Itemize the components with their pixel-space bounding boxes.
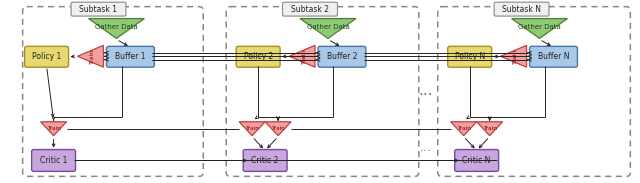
FancyBboxPatch shape: [243, 150, 287, 171]
FancyBboxPatch shape: [448, 46, 492, 67]
FancyBboxPatch shape: [25, 46, 68, 67]
Text: Policy N: Policy N: [454, 52, 484, 61]
Text: ...: ...: [420, 141, 432, 154]
Text: Train: Train: [271, 126, 285, 130]
Text: Buffer 2: Buffer 2: [326, 52, 357, 61]
FancyBboxPatch shape: [494, 2, 549, 16]
Polygon shape: [40, 122, 67, 136]
Text: Gather Data: Gather Data: [307, 25, 349, 31]
Polygon shape: [451, 122, 477, 136]
Text: Gather Data: Gather Data: [95, 25, 138, 31]
Polygon shape: [300, 18, 356, 38]
Text: ...: ...: [419, 83, 433, 98]
Text: Train: Train: [245, 126, 259, 130]
Polygon shape: [239, 122, 265, 136]
Polygon shape: [88, 18, 145, 38]
Polygon shape: [265, 122, 291, 136]
Polygon shape: [289, 45, 315, 67]
Text: Train: Train: [513, 49, 518, 64]
Text: Subtask N: Subtask N: [502, 5, 541, 14]
Text: Train: Train: [457, 126, 470, 130]
Text: Critic 1: Critic 1: [40, 156, 67, 165]
FancyBboxPatch shape: [454, 150, 499, 171]
Text: Train: Train: [47, 126, 61, 130]
Polygon shape: [477, 122, 502, 136]
Text: Buffer 1: Buffer 1: [115, 52, 146, 61]
Text: Policy 2: Policy 2: [243, 52, 273, 61]
Text: Policy 1: Policy 1: [32, 52, 61, 61]
Text: Critic N: Critic N: [463, 156, 491, 165]
FancyBboxPatch shape: [318, 46, 366, 67]
Polygon shape: [500, 45, 527, 67]
Text: Subtask 1: Subtask 1: [79, 5, 118, 14]
Text: Train: Train: [301, 49, 307, 64]
Polygon shape: [77, 45, 104, 67]
FancyBboxPatch shape: [236, 46, 280, 67]
Text: Gather Data: Gather Data: [518, 25, 561, 31]
Text: Train: Train: [483, 126, 497, 130]
Text: Critic 2: Critic 2: [252, 156, 279, 165]
Text: Train: Train: [90, 49, 95, 64]
FancyBboxPatch shape: [283, 2, 337, 16]
FancyBboxPatch shape: [31, 150, 76, 171]
Text: Subtask 2: Subtask 2: [291, 5, 329, 14]
Polygon shape: [511, 18, 568, 38]
FancyBboxPatch shape: [529, 46, 577, 67]
FancyBboxPatch shape: [71, 2, 126, 16]
FancyBboxPatch shape: [106, 46, 154, 67]
Text: Buffer N: Buffer N: [538, 52, 569, 61]
